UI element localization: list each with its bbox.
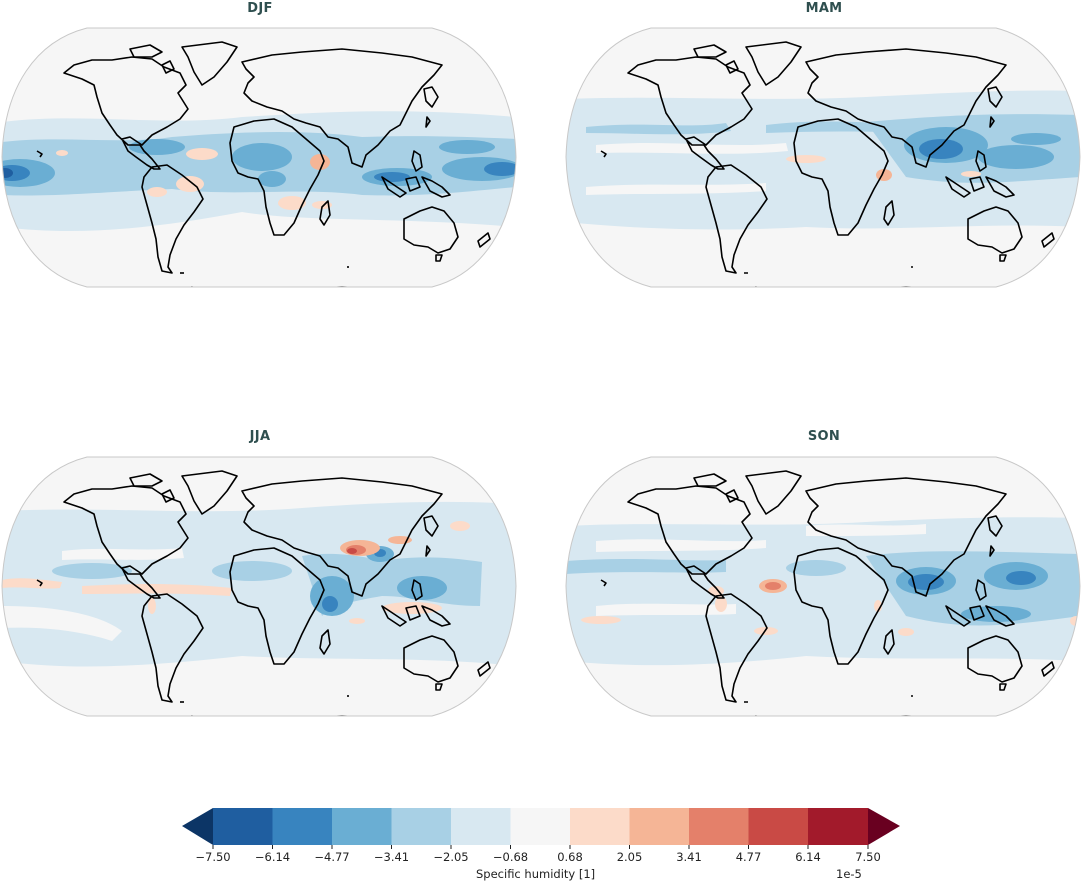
colorbar-offset-text: 1e-5	[836, 867, 862, 881]
colorbar-tick-label: −6.14	[254, 850, 291, 864]
panel-jja: JJA	[1, 428, 518, 720]
panel-title-son: SON	[807, 429, 841, 444]
colorbar-tick-label: 2.05	[616, 850, 643, 864]
colorbar-tick-label: −0.68	[492, 850, 529, 864]
panel-mam: MAM	[565, 0, 1082, 292]
colorbar-tick-label: 7.50	[855, 850, 881, 864]
colorbar-tick-label: −2.05	[433, 850, 469, 864]
colorbar-extend-min	[182, 808, 213, 845]
colorbar-tick-label: 0.68	[557, 850, 583, 864]
panel-son: SON	[565, 428, 1082, 720]
panel-djf: DJF	[1, 0, 518, 292]
map-son	[565, 456, 1081, 717]
map-jja	[1, 456, 517, 717]
colorbar-tick-label: −4.77	[314, 850, 350, 864]
colorbar-tick-label: −3.41	[373, 850, 410, 864]
panel-title-mam: MAM	[805, 1, 843, 16]
colorbar-tick-label: −7.50	[195, 850, 231, 864]
colorbar-extend-max	[868, 808, 900, 845]
colorbar-label: Specific humidity [1]	[476, 867, 596, 881]
colorbar-tick-label: 4.77	[735, 850, 762, 864]
map-mam	[565, 27, 1081, 288]
colorbar-tick-label: 6.14	[795, 850, 821, 864]
panel-title-jja: JJA	[249, 429, 271, 444]
map-djf	[1, 27, 517, 288]
panel-title-djf: DJF	[247, 1, 273, 16]
colorbar-tick-label: 3.41	[676, 850, 702, 864]
